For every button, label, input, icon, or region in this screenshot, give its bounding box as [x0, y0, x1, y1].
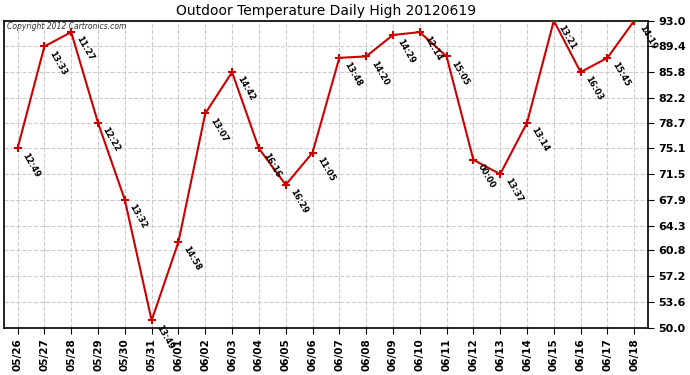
- Text: 13:33: 13:33: [47, 49, 68, 76]
- Text: 15:45: 15:45: [610, 61, 631, 88]
- Text: 00:00: 00:00: [476, 163, 497, 190]
- Text: 13:32: 13:32: [128, 202, 149, 230]
- Text: 16:03: 16:03: [584, 75, 604, 102]
- Text: 12:22: 12:22: [101, 126, 122, 153]
- Text: 16:16: 16:16: [262, 151, 283, 179]
- Text: 11:05: 11:05: [315, 156, 337, 183]
- Text: 16:29: 16:29: [288, 188, 310, 215]
- Text: 15:05: 15:05: [449, 59, 471, 87]
- Title: Outdoor Temperature Daily High 20120619: Outdoor Temperature Daily High 20120619: [176, 4, 476, 18]
- Text: 13:21: 13:21: [557, 24, 578, 51]
- Text: 13:48: 13:48: [342, 61, 363, 88]
- Text: 13:49: 13:49: [155, 323, 175, 351]
- Text: 12:49: 12:49: [20, 151, 41, 179]
- Text: 14:29: 14:29: [396, 38, 417, 65]
- Text: 12:14: 12:14: [422, 35, 444, 63]
- Text: 11:27: 11:27: [74, 35, 95, 63]
- Text: 14:42: 14:42: [235, 75, 256, 103]
- Text: Copyright 2012 Cartronics.com: Copyright 2012 Cartronics.com: [8, 22, 127, 31]
- Text: 14:20: 14:20: [369, 59, 390, 87]
- Text: 13:37: 13:37: [503, 177, 524, 204]
- Text: 13:14: 13:14: [530, 126, 551, 153]
- Text: 14:58: 14:58: [181, 245, 202, 272]
- Text: 13:07: 13:07: [208, 116, 229, 144]
- Text: 14:19: 14:19: [637, 24, 658, 51]
